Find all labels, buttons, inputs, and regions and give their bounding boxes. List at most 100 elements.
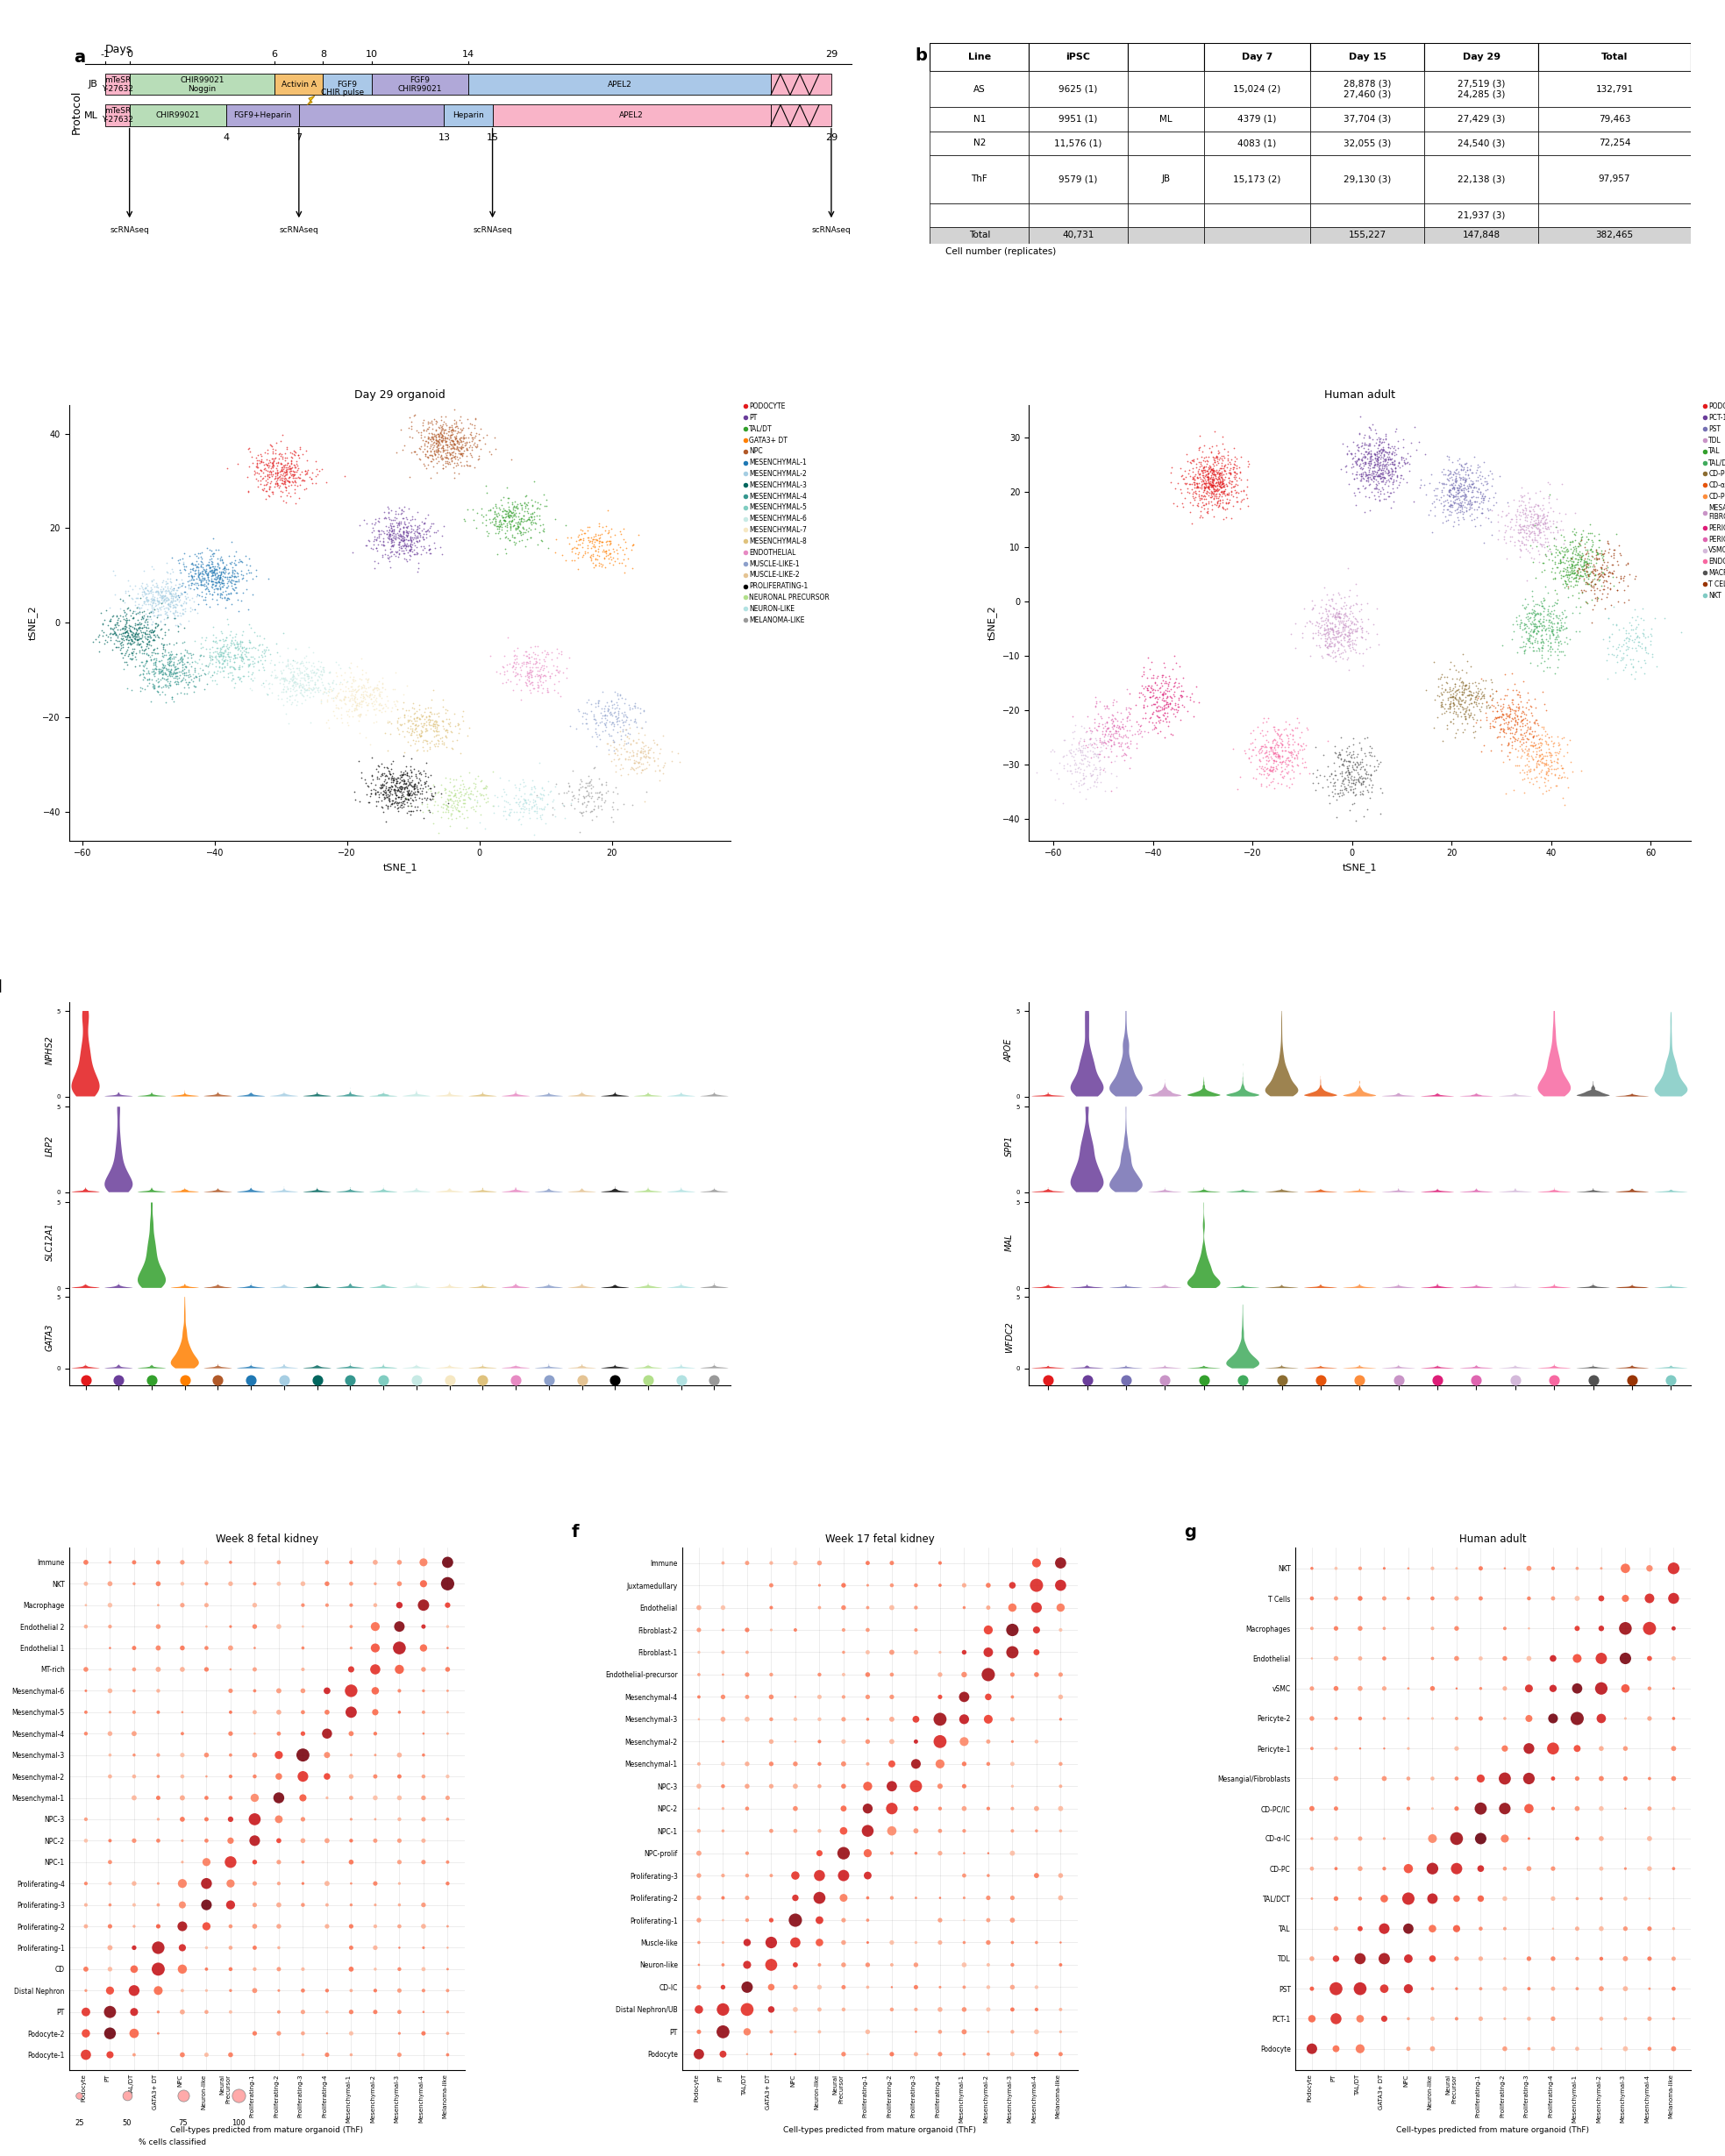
Point <box>1085 752 1113 787</box>
Point <box>407 768 435 802</box>
Point <box>1342 438 1370 472</box>
Point <box>1609 640 1637 675</box>
Point <box>576 778 604 813</box>
Point <box>166 554 193 589</box>
Point <box>1542 634 1570 668</box>
Point <box>264 466 292 500</box>
Point <box>495 798 523 832</box>
Point <box>1568 752 1596 787</box>
Point <box>141 671 169 705</box>
Point <box>398 778 426 813</box>
Point <box>1346 1822 1373 1856</box>
Point <box>1544 638 1571 673</box>
Point <box>1283 748 1311 783</box>
Point <box>1157 681 1185 716</box>
Point <box>1361 479 1389 513</box>
Point <box>228 649 255 683</box>
Point <box>421 425 449 459</box>
Point <box>1314 636 1342 671</box>
Point <box>1320 591 1347 625</box>
Point <box>878 1634 906 1669</box>
Point <box>445 707 473 742</box>
Point <box>1051 722 1078 757</box>
Point <box>1151 692 1178 727</box>
Point <box>395 768 423 802</box>
Point <box>509 763 536 798</box>
Point <box>455 780 483 815</box>
Point <box>342 692 369 727</box>
Point <box>1535 485 1563 520</box>
Point <box>1461 664 1489 699</box>
Point <box>145 1673 173 1708</box>
Point <box>1377 455 1404 489</box>
Point <box>1396 453 1423 487</box>
Point <box>140 632 167 666</box>
Point <box>999 1947 1026 1981</box>
Point <box>228 545 255 580</box>
Point <box>1528 709 1556 744</box>
Point <box>1515 711 1542 746</box>
Point <box>1354 431 1382 466</box>
Point <box>1456 468 1484 502</box>
Point <box>1278 727 1306 761</box>
Point <box>1344 755 1371 789</box>
Point <box>1539 1731 1566 1766</box>
Point <box>436 783 464 817</box>
Point <box>186 651 214 686</box>
Point <box>1199 466 1226 500</box>
Point <box>367 783 395 817</box>
Point <box>390 505 417 539</box>
Text: Cell number (replicates): Cell number (replicates) <box>945 248 1056 257</box>
Point <box>1245 744 1273 778</box>
Point <box>124 576 152 610</box>
Point <box>411 507 438 541</box>
Point <box>398 774 426 808</box>
Point <box>659 733 687 768</box>
Point <box>1549 535 1577 569</box>
Point <box>286 668 314 703</box>
Point <box>1128 668 1156 703</box>
Point <box>1342 614 1370 649</box>
Point <box>271 461 298 496</box>
Point <box>585 522 612 556</box>
Point <box>362 522 390 556</box>
Point <box>1394 446 1421 481</box>
Point <box>1528 737 1556 772</box>
Point <box>447 425 474 459</box>
Point <box>1370 446 1397 481</box>
Point <box>1337 772 1364 806</box>
Point <box>1571 545 1599 580</box>
Point <box>1449 461 1477 496</box>
Point <box>1180 474 1208 509</box>
Point <box>97 1930 124 1964</box>
Point <box>440 425 467 459</box>
Point <box>445 425 473 459</box>
Point <box>169 1587 197 1621</box>
Point <box>1170 489 1197 524</box>
Point <box>217 586 245 621</box>
Point <box>209 558 236 593</box>
Point <box>1223 772 1251 806</box>
Point <box>1532 507 1559 541</box>
Point <box>276 448 304 483</box>
Point <box>331 679 359 714</box>
Point <box>271 662 298 696</box>
Point <box>169 1651 197 1686</box>
Point <box>105 608 133 642</box>
Point <box>404 524 431 558</box>
Point <box>145 1546 173 1580</box>
Point <box>404 709 431 744</box>
Point <box>1452 461 1480 496</box>
Point <box>1554 735 1582 770</box>
Point <box>362 502 390 537</box>
Point <box>373 787 400 821</box>
Point <box>354 692 381 727</box>
Point <box>1354 457 1382 492</box>
Point <box>597 683 624 718</box>
Point <box>428 403 455 438</box>
Point <box>236 433 264 468</box>
Point <box>219 558 247 593</box>
Point <box>1527 507 1554 541</box>
Point <box>519 787 547 821</box>
Point <box>1525 604 1552 638</box>
